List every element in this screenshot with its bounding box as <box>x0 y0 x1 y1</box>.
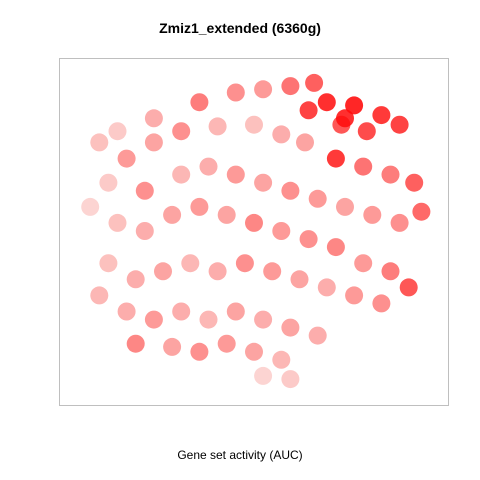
data-point-42 <box>217 205 236 224</box>
data-point-29 <box>308 189 327 208</box>
data-point-78 <box>299 101 318 120</box>
data-point-32 <box>226 165 245 184</box>
data-point-6 <box>345 96 364 115</box>
data-point-35 <box>135 181 154 200</box>
data-point-47 <box>354 254 373 273</box>
x-axis-label: Gene set activity (AUC) <box>177 448 303 462</box>
data-point-5 <box>317 93 336 112</box>
data-point-26 <box>390 213 409 232</box>
data-point-14 <box>117 149 136 168</box>
data-point-65 <box>199 310 218 329</box>
data-point-4 <box>305 73 324 92</box>
data-point-34 <box>172 165 191 184</box>
data-point-21 <box>326 149 345 168</box>
data-point-37 <box>81 197 100 216</box>
data-point-56 <box>208 262 227 281</box>
data-point-20 <box>296 133 314 152</box>
data-point-36 <box>99 173 118 192</box>
data-point-30 <box>281 181 300 200</box>
data-point-23 <box>381 165 400 184</box>
data-point-45 <box>299 230 318 249</box>
data-point-60 <box>99 254 118 273</box>
data-point-77 <box>126 334 145 353</box>
chart-title: Zmiz1_extended (6360g) <box>159 20 321 36</box>
data-point-71 <box>245 342 263 361</box>
data-point-48 <box>381 262 400 281</box>
data-point-58 <box>154 262 172 281</box>
data-point-74 <box>163 337 182 356</box>
data-point-7 <box>372 106 391 125</box>
data-point-8 <box>390 115 409 134</box>
data-point-27 <box>363 205 382 224</box>
data-point-57 <box>181 254 200 273</box>
data-point-22 <box>354 157 373 176</box>
data-point-64 <box>172 302 191 321</box>
data-point-43 <box>245 213 263 232</box>
data-point-25 <box>412 202 431 221</box>
data-point-1 <box>226 83 245 102</box>
data-point-51 <box>345 286 364 305</box>
data-point-3 <box>281 77 300 96</box>
data-point-38 <box>108 213 127 232</box>
data-point-16 <box>172 122 191 141</box>
data-point-44 <box>272 222 291 240</box>
data-point-52 <box>317 278 336 297</box>
data-point-9 <box>357 122 376 141</box>
data-point-55 <box>235 254 254 273</box>
data-point-50 <box>372 294 391 313</box>
data-point-24 <box>405 173 424 192</box>
data-point-13 <box>90 133 109 152</box>
data-point-46 <box>326 238 345 257</box>
data-point-66 <box>226 302 245 321</box>
data-point-31 <box>254 173 273 192</box>
data-point-19 <box>272 125 291 144</box>
data-point-70 <box>272 350 291 369</box>
data-point-61 <box>90 286 109 305</box>
data-point-54 <box>263 262 282 281</box>
point-layer <box>81 73 431 389</box>
data-point-73 <box>190 342 209 361</box>
plot-panel-border <box>59 58 449 406</box>
data-point-75 <box>254 366 273 385</box>
data-point-67 <box>254 310 273 329</box>
data-point-49 <box>399 278 418 297</box>
data-point-33 <box>199 157 218 176</box>
data-point-62 <box>117 302 136 321</box>
data-point-2 <box>254 80 273 99</box>
data-point-28 <box>336 197 354 216</box>
data-point-63 <box>144 310 163 329</box>
data-point-40 <box>163 205 182 224</box>
data-point-39 <box>135 222 154 240</box>
data-point-69 <box>308 326 327 345</box>
data-point-76 <box>281 370 300 389</box>
data-point-79 <box>336 109 354 128</box>
data-point-11 <box>144 109 163 128</box>
data-point-12 <box>108 122 127 141</box>
data-point-53 <box>290 270 309 289</box>
data-point-41 <box>190 197 209 216</box>
data-point-72 <box>217 334 236 353</box>
data-point-59 <box>126 270 145 289</box>
data-point-17 <box>208 117 227 136</box>
data-point-0 <box>190 93 209 112</box>
data-point-18 <box>245 115 263 134</box>
data-point-68 <box>281 318 300 337</box>
data-point-15 <box>144 133 163 152</box>
